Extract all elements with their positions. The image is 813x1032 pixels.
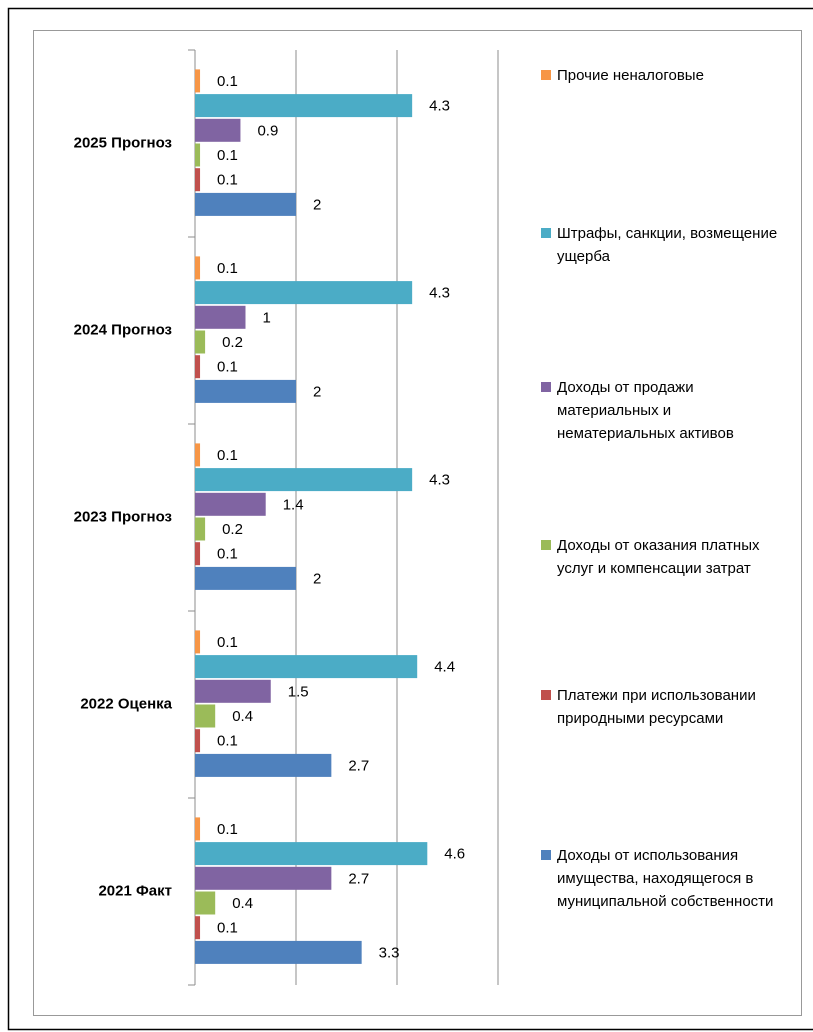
bar [195,379,296,403]
bar [195,330,206,354]
data-label: 4.3 [429,98,450,115]
data-label: 0.4 [232,895,253,912]
bar [195,679,271,703]
data-label: 3.3 [379,944,400,961]
data-label: 1 [263,309,271,326]
legend-item: Доходы от оказания платных услуг и компе… [541,534,791,580]
data-label: 0.1 [217,920,238,937]
plot-border [33,30,802,1016]
bar [195,729,201,753]
category-label: 2023 Прогноз [74,508,172,525]
bar [195,866,332,890]
bar [195,753,332,777]
bar [195,492,266,516]
legend-label: Платежи при использовании природными рес… [557,687,756,727]
data-label: 0.9 [257,122,278,139]
bar [195,655,418,679]
bar [195,69,201,93]
data-label: 0.4 [232,708,253,725]
data-label: 0.1 [217,733,238,750]
legend-item: Платежи при использовании природными рес… [541,684,791,730]
category-label: 2022 Оценка [80,695,172,712]
bar [195,916,201,940]
data-label: 2.7 [348,757,369,774]
bar [195,192,296,216]
data-label: 0.1 [217,172,238,189]
data-label: 4.6 [444,846,465,863]
legend-item: Штрафы, санкции, возмещение ущерба [541,222,791,268]
data-label: 1.4 [283,496,304,513]
data-label: 0.2 [222,521,243,538]
bar [195,355,201,379]
bar [195,704,216,728]
bar [195,468,413,492]
bar [195,817,201,841]
data-label: 4.3 [429,472,450,489]
data-label: 2 [313,196,321,213]
category-label: 2025 Прогноз [74,134,172,151]
legend-swatch [541,70,551,80]
bar [195,566,296,590]
bar [195,842,428,866]
data-label: 4.3 [429,285,450,302]
legend-item: Прочие неналоговые [541,64,791,87]
data-label: 0.1 [217,821,238,838]
bar [195,168,201,192]
bar [195,517,206,541]
data-label: 2.7 [348,870,369,887]
data-label: 2 [313,570,321,587]
legend-label: Прочие неналоговые [557,67,704,84]
data-label: 0.1 [217,260,238,277]
bar [195,94,413,118]
data-label: 0.1 [217,359,238,376]
data-label: 0.2 [222,334,243,351]
legend-swatch [541,382,551,392]
data-label: 0.1 [217,147,238,164]
bar [195,542,201,566]
legend-label: Штрафы, санкции, возмещение ущерба [557,225,778,265]
category-label: 2021 Факт [98,882,172,899]
bar [195,443,201,467]
bar [195,143,201,167]
legend-item: Доходы от продажи материальных и нематер… [541,376,791,445]
data-label: 2 [313,383,321,400]
bar [195,118,241,142]
legend-swatch [541,228,551,238]
bar [195,630,201,654]
legend-label: Доходы от продажи материальных и нематер… [557,379,734,442]
outer-border [7,7,813,1031]
bar [195,305,246,329]
bar [195,940,362,964]
legend-swatch [541,850,551,860]
legend-swatch [541,540,551,550]
legend-item: Доходы от использования имущества, наход… [541,844,791,913]
data-label: 4.4 [434,659,455,676]
legend-label: Доходы от использования имущества, наход… [557,847,774,910]
data-label: 0.1 [217,634,238,651]
bar [195,281,413,305]
data-label: 0.1 [217,546,238,563]
legend-label: Доходы от оказания платных услуг и компе… [557,537,760,577]
data-label: 0.1 [217,73,238,90]
data-label: 1.5 [288,683,309,700]
bar [195,256,201,280]
bar [195,891,216,915]
legend-swatch [541,690,551,700]
data-label: 0.1 [217,447,238,464]
category-label: 2024 Прогноз [74,321,172,338]
